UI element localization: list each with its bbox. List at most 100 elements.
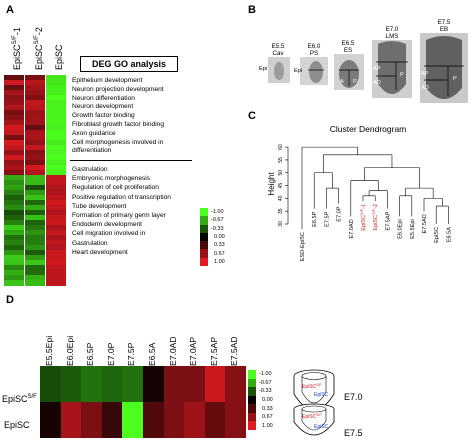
heatmap-a-cell xyxy=(4,195,24,201)
go-term-up: Neuron development xyxy=(72,103,134,111)
heatmap-d-cell xyxy=(122,402,144,439)
heatmap-a-cell xyxy=(46,265,66,271)
heatmap-a-cell xyxy=(25,225,45,231)
heatmap-a-cell xyxy=(46,115,66,121)
heatmap-a-cell xyxy=(46,100,66,106)
heatmap-a-cell xyxy=(46,80,66,86)
legend-label: -1.00 xyxy=(259,371,272,378)
heatmap-a-cell xyxy=(4,175,24,181)
heatmap-a-cell xyxy=(4,215,24,221)
heatmap-a-cell xyxy=(4,170,24,176)
heatmap-d-cell xyxy=(225,366,247,403)
heatmap-a-cell xyxy=(25,145,45,151)
embryo-e55: E5.5 Cav Epi xyxy=(259,43,290,83)
embryo-schematic-e75: EpiSCS/F EpiSC E7.5 xyxy=(293,403,363,438)
heatmap-a-cell xyxy=(4,105,24,111)
heatmap-d-legend-bar xyxy=(248,370,256,431)
heatmap-a-cell xyxy=(4,265,24,271)
heatmap-a-cell xyxy=(25,160,45,166)
stage-e70: E7.0 xyxy=(386,26,399,33)
embryo-e75: E7.5 EB AP AD P xyxy=(420,19,468,103)
heatmap-a-cell xyxy=(46,105,66,111)
dendrogram-leaf-label: E6.5P xyxy=(312,211,318,227)
legend-swatch xyxy=(248,387,256,397)
heatmap-a-cell xyxy=(46,240,66,246)
legend-swatch xyxy=(200,249,208,259)
panel-b: E5.5 Cav Epi E6.0 PS Epi E6.5 ES A P xyxy=(248,14,470,108)
dendrogram-leaf-label: E7.5AP xyxy=(385,211,391,230)
heatmap-a-cell xyxy=(4,220,24,226)
heatmap-a-cell xyxy=(4,145,24,151)
heatmap-a-cell xyxy=(46,170,66,176)
go-term-up: Epithelium development xyxy=(72,77,143,84)
heatmap-a-cell xyxy=(4,185,24,191)
heatmap-a-cell xyxy=(4,200,24,206)
heatmap-a-cell xyxy=(46,225,66,231)
stage-e75-sub: EB xyxy=(440,26,448,33)
heatmap-a-cell xyxy=(4,125,24,131)
heatmap-a-cell xyxy=(46,220,66,226)
heatmap-a-cell xyxy=(4,210,24,216)
panel-label-d: D xyxy=(6,294,14,306)
heatmap-a-cell xyxy=(46,95,66,101)
dendrogram-leaf-label: E7.5P xyxy=(324,211,330,227)
legend-swatch xyxy=(248,370,256,379)
heatmap-a-col-3: EpiSC xyxy=(54,44,64,70)
heatmap-a-cell xyxy=(46,165,66,171)
dendrogram-title: Cluster Dendrogram xyxy=(330,124,407,134)
heatmap-d-col-label: E7.5AP xyxy=(208,336,219,366)
heatmap-d-col-label: E7.0P xyxy=(105,342,116,366)
dendrogram-ytick-label: 55 xyxy=(278,157,284,163)
region-epi-e60: Epi xyxy=(294,68,302,74)
heatmap-a-cell xyxy=(46,150,66,156)
heatmap-d-cell xyxy=(163,402,185,439)
heatmap-d-cell xyxy=(184,366,206,403)
heatmap-a-cell xyxy=(25,150,45,156)
region-p-e70: P xyxy=(400,72,404,78)
heatmap-d-col-label: E7.5AD xyxy=(229,336,240,366)
heatmap-a-cell xyxy=(4,160,24,166)
heatmap-d-cell xyxy=(60,402,82,439)
heatmap-d-cell xyxy=(60,366,82,403)
heatmap-a-legend: -1.00 -0.67 -0.33 0.00 0.33 0.67 1.00 xyxy=(200,208,244,270)
go-term-up: Axon guidance xyxy=(72,129,116,137)
heatmap-a-cell xyxy=(4,115,24,121)
go-term-down: Positive regulation of transcription xyxy=(72,193,171,201)
heatmap-a-cell xyxy=(4,120,24,126)
legend-label: 0.00 xyxy=(214,234,225,240)
heatmap-d-legend-labels: -1.00 -0.67 -0.33 0.00 0.33 0.67 1.00 xyxy=(259,370,287,434)
region-p-e75: P xyxy=(453,76,457,82)
heatmap-a-cell xyxy=(25,270,45,276)
heatmap-d-cell xyxy=(40,402,61,439)
heatmap-a-cell xyxy=(46,190,66,196)
heatmap-a-cell xyxy=(25,130,45,136)
heatmap-d-col-label: E6.5A xyxy=(147,342,157,366)
e75-stage-label: E7.5 xyxy=(344,428,363,438)
heatmap-a-cell xyxy=(46,135,66,141)
heatmap-d-legend: -1.00 -0.67 -0.33 0.00 0.33 0.67 1.00 xyxy=(248,370,288,436)
heatmap-d-row-label-1: EpiSCS/F xyxy=(2,394,37,404)
heatmap-a-cell xyxy=(4,75,24,81)
heatmap-d-cell xyxy=(184,402,206,439)
heatmap-d-cell xyxy=(204,402,226,439)
legend-swatch xyxy=(200,241,208,250)
heatmap-a-cell xyxy=(46,275,66,281)
heatmap-a-cell xyxy=(25,280,45,286)
panel-label-b: B xyxy=(248,4,256,16)
legend-label: -0.67 xyxy=(259,379,272,386)
heatmap-a-cell xyxy=(46,230,66,236)
embryo-schematic-e70: EpiSCS/F EpiSC E7.0 xyxy=(293,369,363,411)
stage-e75: E7.5 xyxy=(438,19,451,26)
heatmap-d-cell xyxy=(81,366,103,403)
heatmap-a-cell xyxy=(46,280,66,286)
heatmap-d-cell xyxy=(163,366,185,403)
heatmap-a-cell xyxy=(4,275,24,281)
heatmap-d-col-label: E7.0AP xyxy=(188,336,199,366)
legend-label: 1.00 xyxy=(214,258,225,265)
heatmap-a-cell xyxy=(46,120,66,126)
heatmap-d xyxy=(40,366,247,439)
panel-label-c: C xyxy=(248,110,256,122)
heatmap-a-cell xyxy=(4,245,24,251)
heatmap-a-cell xyxy=(4,270,24,276)
stage-e65: E6.5 xyxy=(342,40,355,47)
